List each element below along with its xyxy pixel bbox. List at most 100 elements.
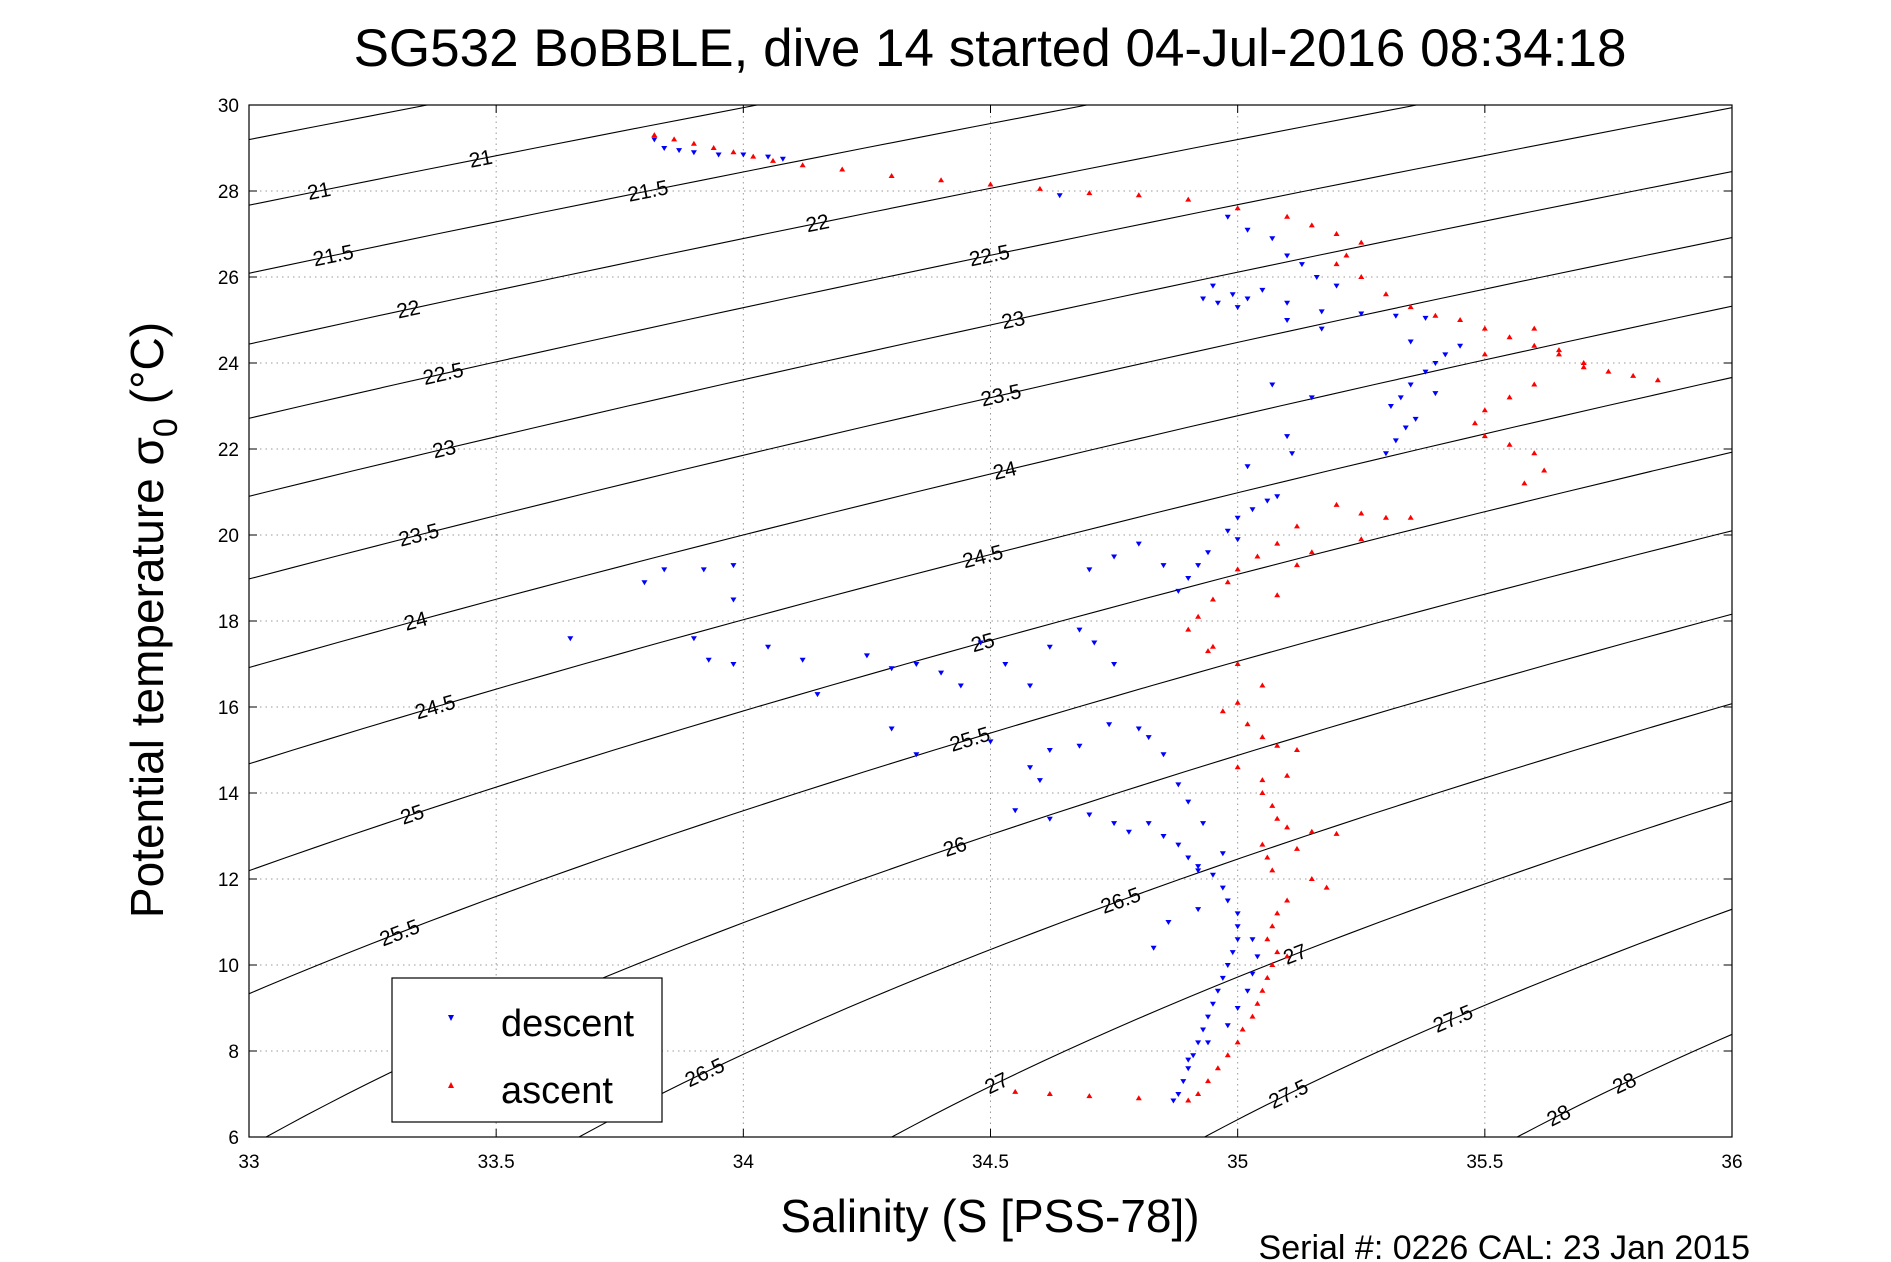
ascent-point (1264, 936, 1271, 942)
descent-point (1313, 275, 1320, 280)
density-contour-line (249, 376, 1732, 765)
ascent-point (1284, 824, 1291, 830)
y-tick-label: 28 (218, 182, 239, 203)
data-series (567, 132, 1661, 1104)
descent-point (1195, 563, 1202, 569)
descent-point (913, 752, 920, 758)
ascent-point (1274, 540, 1281, 546)
ascent-point (1012, 1088, 1019, 1094)
descent-point (1244, 988, 1251, 994)
y-tick-label: 8 (228, 1042, 239, 1063)
descent-point (1195, 864, 1202, 870)
ascent-point (1046, 1091, 1053, 1096)
descent-point (1333, 283, 1340, 289)
descent-point (1234, 515, 1241, 521)
ascent-point (1269, 802, 1276, 808)
descent-point (1012, 808, 1019, 814)
descent-point (1002, 662, 1009, 667)
legend-ascent-label: ascent (501, 1070, 613, 1112)
ascent-point (1036, 185, 1043, 191)
ascent-point (1308, 828, 1315, 834)
x-tick-label: 33 (238, 1152, 259, 1173)
descent-point (765, 644, 772, 650)
y-tick-label: 24 (218, 354, 240, 375)
descent-point (888, 726, 895, 732)
ascent-point (1209, 643, 1216, 649)
descent-point (651, 137, 658, 143)
descent-point (1422, 315, 1429, 321)
descent-point (1402, 425, 1409, 431)
y-tick-label: 22 (218, 440, 239, 461)
descent-point (1318, 326, 1325, 332)
ascent-point (1531, 450, 1538, 456)
ascent-point (1293, 562, 1300, 568)
density-contour-line (249, 105, 1090, 274)
y-tick-label: 26 (218, 268, 239, 289)
ascent-point (1264, 854, 1271, 860)
ascent-point (1254, 553, 1261, 559)
descent-point (1254, 954, 1261, 960)
descent-point (1229, 292, 1236, 298)
ascent-point (1358, 274, 1365, 279)
ascent-point (1308, 549, 1315, 555)
ascent-point (1506, 334, 1513, 340)
descent-series (567, 137, 1464, 1104)
ascent-point (839, 166, 846, 172)
descent-point (1185, 1057, 1192, 1063)
legend-descent-marker (448, 1015, 454, 1021)
descent-point (690, 636, 697, 642)
density-contour-line (577, 703, 1732, 1137)
ascent-point (1531, 325, 1538, 331)
descent-point (1358, 311, 1365, 317)
serial-cal-footer: Serial #: 0226 CAL: 23 Jan 2015 (1259, 1229, 1750, 1262)
descent-point (1422, 369, 1429, 375)
descent-point (1056, 193, 1063, 199)
ascent-point (1259, 682, 1266, 688)
descent-point (715, 152, 722, 158)
ascent-point (730, 149, 737, 155)
descent-point (1259, 287, 1266, 293)
ascent-point (1185, 626, 1192, 632)
descent-point (1175, 842, 1182, 848)
descent-point (1397, 395, 1404, 401)
ascent-point (1274, 742, 1281, 748)
ascent-point (1293, 523, 1300, 529)
ascent-point (1244, 721, 1251, 727)
descent-point (1209, 1001, 1216, 1007)
descent-point (814, 692, 821, 698)
descent-point (1086, 567, 1093, 573)
ascent-point (888, 172, 895, 178)
descent-point (1209, 283, 1216, 289)
ascent-point (1343, 252, 1350, 258)
descent-point (1027, 683, 1034, 689)
ascent-point (1506, 441, 1513, 447)
descent-point (1175, 782, 1182, 788)
descent-point (1224, 963, 1231, 968)
descent-point (1234, 305, 1241, 311)
descent-point (1234, 924, 1241, 930)
ascent-point (1580, 364, 1587, 370)
descent-point (799, 657, 806, 663)
ascent-point (1333, 261, 1340, 267)
density-contour-line (249, 530, 1732, 995)
ascent-point (1481, 351, 1488, 357)
ascent-point (1654, 377, 1661, 383)
descent-point (705, 657, 712, 663)
ascent-point (1259, 790, 1266, 795)
descent-point (1214, 300, 1221, 306)
descent-point (700, 567, 707, 573)
legend: descent ascent (391, 977, 663, 1123)
ascent-point (1432, 312, 1439, 318)
descent-point (1244, 296, 1251, 302)
ascent-point (1506, 394, 1513, 400)
ascent-point (1274, 910, 1281, 916)
descent-point (1234, 537, 1241, 543)
descent-point (1165, 920, 1172, 925)
descent-point (1106, 722, 1113, 728)
ascent-point (1269, 962, 1276, 967)
descent-point (1195, 1040, 1202, 1046)
ascent-point (1630, 372, 1637, 378)
density-contour-label: 24 (991, 457, 1019, 485)
ascent-point (1185, 1097, 1192, 1103)
descent-point (1269, 382, 1276, 388)
